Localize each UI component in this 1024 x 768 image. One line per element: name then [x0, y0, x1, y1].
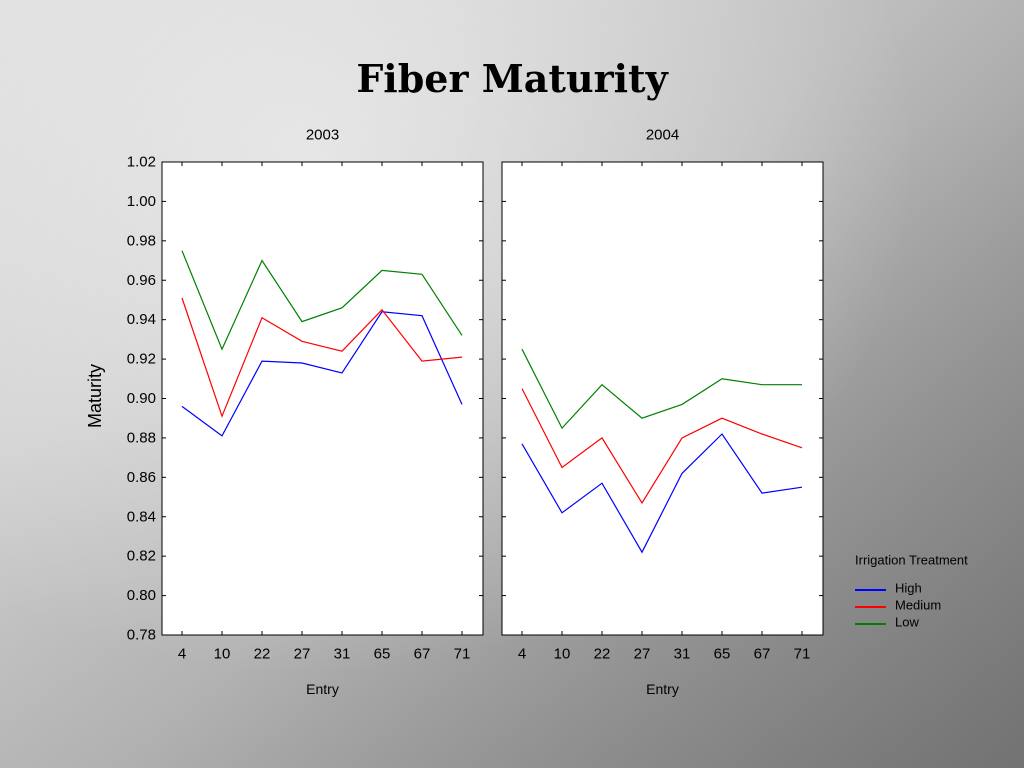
y-tick-label: 0.86 [127, 469, 156, 486]
x-tick-label: 71 [794, 646, 811, 663]
y-tick-label: 0.80 [127, 587, 156, 604]
y-tick-label: 0.78 [127, 627, 156, 644]
y-tick-label: 0.88 [127, 429, 156, 446]
x-tick-label: 31 [334, 646, 351, 663]
x-tick-label: 71 [454, 646, 471, 663]
x-tick-label: 65 [714, 646, 731, 663]
y-tick-label: 1.02 [127, 154, 156, 171]
x-tick-label: 4 [178, 646, 186, 663]
x-tick-label: 65 [374, 646, 391, 663]
x-axis-label: Entry [306, 681, 339, 697]
legend-label-medium: Medium [895, 598, 941, 613]
slide-title: Fiber Maturity [356, 56, 668, 101]
y-tick-label: 0.82 [127, 548, 156, 565]
legend-title: Irrigation Treatment [855, 553, 968, 568]
y-tick-label: 0.92 [127, 351, 156, 368]
y-tick-label: 0.96 [127, 272, 156, 289]
plot-area [501, 161, 824, 636]
series-line-high-2003 [181, 311, 463, 437]
x-tick-label: 10 [554, 646, 571, 663]
x-tick-label: 67 [414, 646, 431, 663]
x-tick-label: 27 [294, 646, 311, 663]
legend-label-low: Low [895, 615, 919, 630]
x-tick-label: 31 [674, 646, 691, 663]
y-tick-label: 1.00 [127, 193, 156, 210]
series-line-low-2003 [181, 250, 463, 351]
y-tick-label: 0.90 [127, 390, 156, 407]
legend-label-high: High [895, 581, 922, 596]
series-line-medium-2003 [181, 297, 463, 418]
x-tick-label: 27 [634, 646, 651, 663]
x-axis-label: Entry [646, 681, 679, 697]
plot-area [161, 161, 484, 636]
panel-title: 2003 [306, 127, 339, 144]
x-tick-label: 10 [214, 646, 231, 663]
x-tick-label: 67 [754, 646, 771, 663]
x-tick-label: 4 [518, 646, 526, 663]
x-tick-label: 22 [254, 646, 271, 663]
y-tick-label: 0.94 [127, 311, 156, 328]
series-line-medium-2004 [521, 388, 803, 505]
y-tick-label: 0.98 [127, 232, 156, 249]
panel-title: 2004 [646, 127, 679, 144]
y-tick-label: 0.84 [127, 508, 156, 525]
y-axis-label: Maturity [85, 364, 105, 428]
series-line-high-2004 [521, 433, 803, 554]
series-line-low-2004 [521, 348, 802, 430]
x-tick-label: 22 [594, 646, 611, 663]
